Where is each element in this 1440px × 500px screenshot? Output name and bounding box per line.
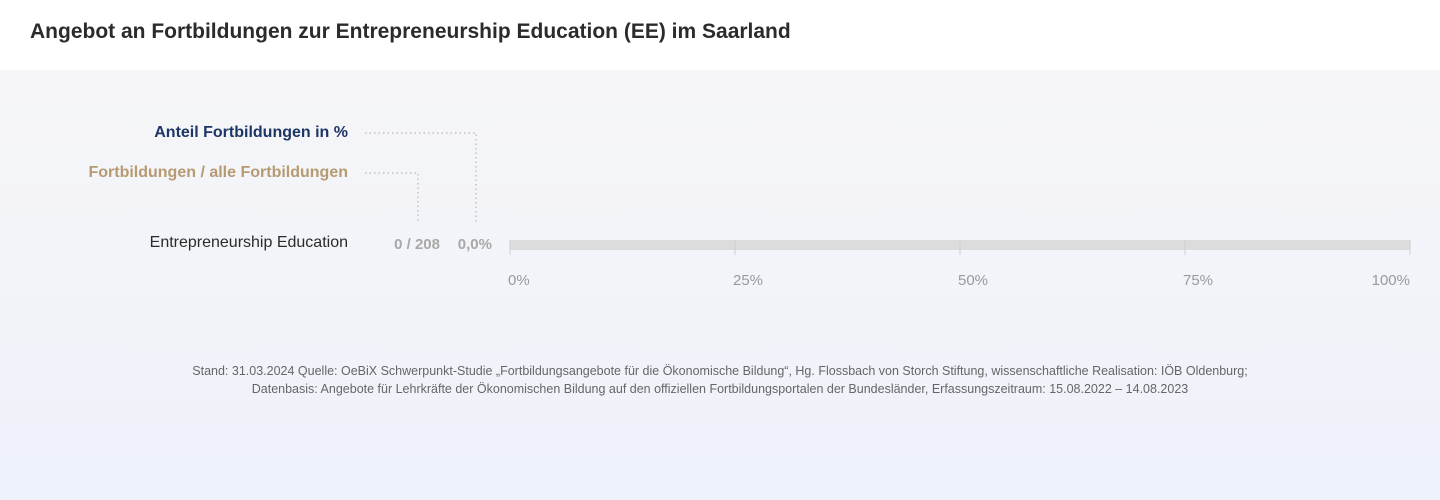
chart-panel — [0, 70, 1440, 500]
header: Angebot an Fortbildungen zur Entrepreneu… — [0, 0, 1440, 70]
legend-count-label: Fortbildungen / alle Fortbildungen — [88, 164, 348, 181]
x-tick-label: 100% — [1371, 272, 1410, 289]
source-line-2: Datenbasis: Angebote für Lehrkräfte der … — [251, 382, 1189, 396]
source-note: Stand: 31.03.2024 Quelle: OeBiX Schwerpu… — [0, 362, 1440, 398]
share-value-label: 0,0% — [457, 236, 492, 253]
x-tick-label: 75% — [1183, 272, 1214, 289]
category-label: Entrepreneurship Education — [149, 234, 348, 251]
source-line-1: Stand: 31.03.2024 Quelle: OeBiX Schwerpu… — [192, 364, 1248, 378]
chart-title: Angebot an Fortbildungen zur Entrepreneu… — [30, 20, 791, 43]
x-tick-label: 0% — [508, 272, 530, 289]
count-connector-line — [365, 172, 419, 222]
count-value-label: 0 / 208 — [394, 236, 440, 253]
share-connector-line — [365, 132, 477, 222]
x-tick-label: 25% — [733, 272, 764, 289]
legend-share-label: Anteil Fortbildungen in % — [154, 124, 348, 141]
x-tick-label: 50% — [958, 272, 989, 289]
